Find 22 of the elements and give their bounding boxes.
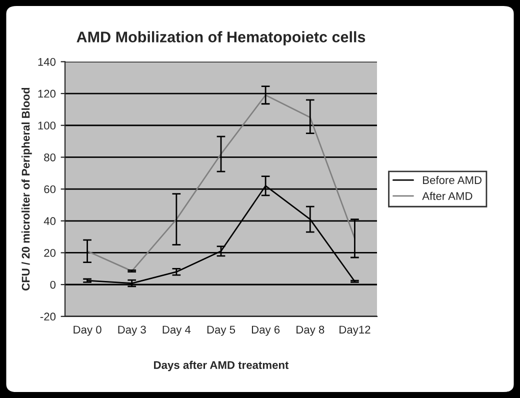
x-tick-label: Day 4 (162, 326, 191, 336)
y-tick-label: 40 (44, 217, 56, 226)
x-tick-label: Day 0 (74, 326, 102, 336)
y-tick-label: 60 (44, 185, 56, 194)
y-tick-label: 20 (44, 248, 56, 257)
x-tick-label: Day 8 (296, 326, 324, 336)
y-tick-label: 100 (38, 122, 56, 130)
y-tick-label: -20 (40, 312, 56, 321)
legend-label: After AMD (422, 192, 472, 200)
x-tick-label: Day 3 (118, 326, 146, 336)
line-series (86, 94, 356, 272)
x-tick-label: Day 5 (207, 326, 236, 336)
y-tick-label: 0 (50, 280, 56, 289)
y-tick-label: 140 (38, 58, 56, 66)
x-tick-label: Day12 (340, 326, 370, 336)
x-axis-title: Days after AMD treatment (154, 360, 289, 372)
x-tick-label: Day 6 (252, 326, 280, 336)
chart-title: AMD Mobilization of Hematopoietc cells (76, 31, 366, 46)
y-axis-title: CFU / 20 microliter of Peripheral Blood (22, 88, 32, 290)
legend-label: Before AMD (423, 176, 482, 184)
y-tick-label: 120 (38, 90, 56, 98)
y-tick-label: 80 (44, 153, 56, 162)
